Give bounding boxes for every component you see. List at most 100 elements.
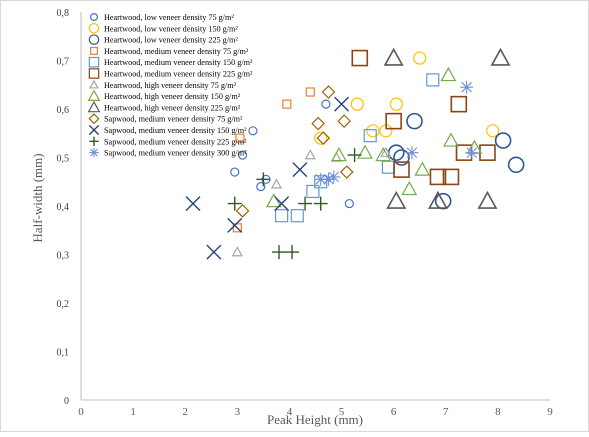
data-point xyxy=(321,85,336,99)
x-tick-label: 4 xyxy=(287,406,293,418)
legend-entry: Heartwood, medium veneer density 75 g/m² xyxy=(104,47,249,56)
legend-marker xyxy=(88,113,100,125)
x-tick-label: 9 xyxy=(547,406,553,418)
data-point xyxy=(290,209,304,223)
legend-marker xyxy=(88,68,100,79)
data-point xyxy=(272,245,287,260)
legend-marker xyxy=(88,34,100,45)
data-point xyxy=(460,80,474,94)
data-point xyxy=(466,139,483,154)
y-tick-label: 0,2 xyxy=(57,299,70,310)
series-7 xyxy=(265,66,483,208)
data-point xyxy=(304,149,316,160)
series-3 xyxy=(232,87,315,233)
data-point xyxy=(350,97,364,111)
data-point xyxy=(490,47,511,66)
data-point xyxy=(389,97,403,111)
y-tick-label: 0,1 xyxy=(57,348,70,359)
legend-entry: Heartwood, medium veneer density 225 g/m… xyxy=(104,70,253,79)
y-tick-label: 0,3 xyxy=(57,251,70,262)
data-point xyxy=(383,47,404,66)
data-point xyxy=(380,146,392,157)
legend-marker xyxy=(88,23,100,34)
legend-entry: Sapwood, medium veneer density 75 g/m² xyxy=(104,115,243,124)
data-point xyxy=(256,172,271,187)
data-point xyxy=(347,148,362,163)
legend-entry: Heartwood, low veneer density 150 g/m² xyxy=(104,24,238,33)
data-point xyxy=(334,96,350,112)
data-point xyxy=(185,196,201,212)
data-point xyxy=(413,51,427,65)
x-tick-label: 7 xyxy=(443,406,449,418)
x-tick-label: 1 xyxy=(130,406,136,418)
data-point xyxy=(375,146,392,162)
data-point xyxy=(331,146,347,162)
data-point xyxy=(285,245,300,260)
y-tick-label: 0,4 xyxy=(57,202,70,213)
data-points xyxy=(185,47,525,260)
y-tick-label: 0,6 xyxy=(57,105,70,116)
x-tick-label: 3 xyxy=(235,406,241,418)
legend-entry: Sapwood, medium veneer density 225 g/m² xyxy=(104,137,247,146)
data-point xyxy=(322,172,336,186)
data-point xyxy=(357,144,373,159)
data-point xyxy=(386,190,407,209)
data-point xyxy=(405,146,419,160)
series-9 xyxy=(235,85,354,218)
data-point xyxy=(494,132,512,149)
data-point xyxy=(321,99,331,109)
legend-entry: Heartwood, high veneer density 75 g/m² xyxy=(104,81,237,90)
y-tick-label: 0,7 xyxy=(57,57,70,68)
data-point xyxy=(479,144,496,161)
x-tick-label: 2 xyxy=(182,406,188,418)
x-tick-label: 8 xyxy=(495,406,501,418)
data-point xyxy=(237,150,248,160)
legend-entry: Heartwood, medium veneer density 150 g/m… xyxy=(104,58,253,67)
data-point xyxy=(465,146,479,160)
data-point xyxy=(477,190,498,209)
legend-marker xyxy=(87,89,101,102)
data-point xyxy=(313,196,328,211)
series-12 xyxy=(314,80,479,186)
data-point xyxy=(274,196,290,212)
data-point xyxy=(414,161,431,176)
y-tick-label: 0,5 xyxy=(57,154,70,165)
data-point xyxy=(292,162,308,178)
data-point xyxy=(393,149,410,166)
y-tick-label: 0,8 xyxy=(57,8,70,19)
data-point xyxy=(227,217,243,233)
series-5 xyxy=(351,49,496,186)
data-point xyxy=(426,73,440,87)
legend-marker xyxy=(89,147,99,158)
data-point xyxy=(442,168,460,186)
data-point xyxy=(401,180,418,196)
data-point xyxy=(306,184,320,199)
data-point xyxy=(507,156,525,174)
data-point xyxy=(443,132,459,147)
series-10 xyxy=(185,96,350,260)
legend-marker xyxy=(88,124,100,136)
data-point xyxy=(256,182,266,192)
y-tick-label: 0 xyxy=(64,396,69,407)
legend-marker xyxy=(89,46,98,55)
legend-marker xyxy=(89,79,99,89)
data-point xyxy=(227,196,242,211)
data-point xyxy=(344,198,354,209)
legend-marker xyxy=(87,100,101,113)
data-point xyxy=(450,95,468,113)
legend-entry: Heartwood, high veneer density 225 g/m² xyxy=(104,103,241,112)
series-11 xyxy=(227,148,362,260)
legend-entry: Heartwood, low veneer density 75 g/m² xyxy=(104,13,234,22)
data-point xyxy=(363,129,377,143)
data-point xyxy=(429,168,447,186)
legend-entry: Heartwood, low veneer density 225 g/m² xyxy=(104,36,238,45)
data-point xyxy=(440,66,457,82)
data-point xyxy=(232,223,242,233)
x-tick-label: 6 xyxy=(391,406,397,418)
x-axis-label: Peak Height (mm) xyxy=(267,412,363,427)
data-point xyxy=(314,172,328,186)
data-point xyxy=(393,161,410,178)
data-point xyxy=(270,178,283,189)
